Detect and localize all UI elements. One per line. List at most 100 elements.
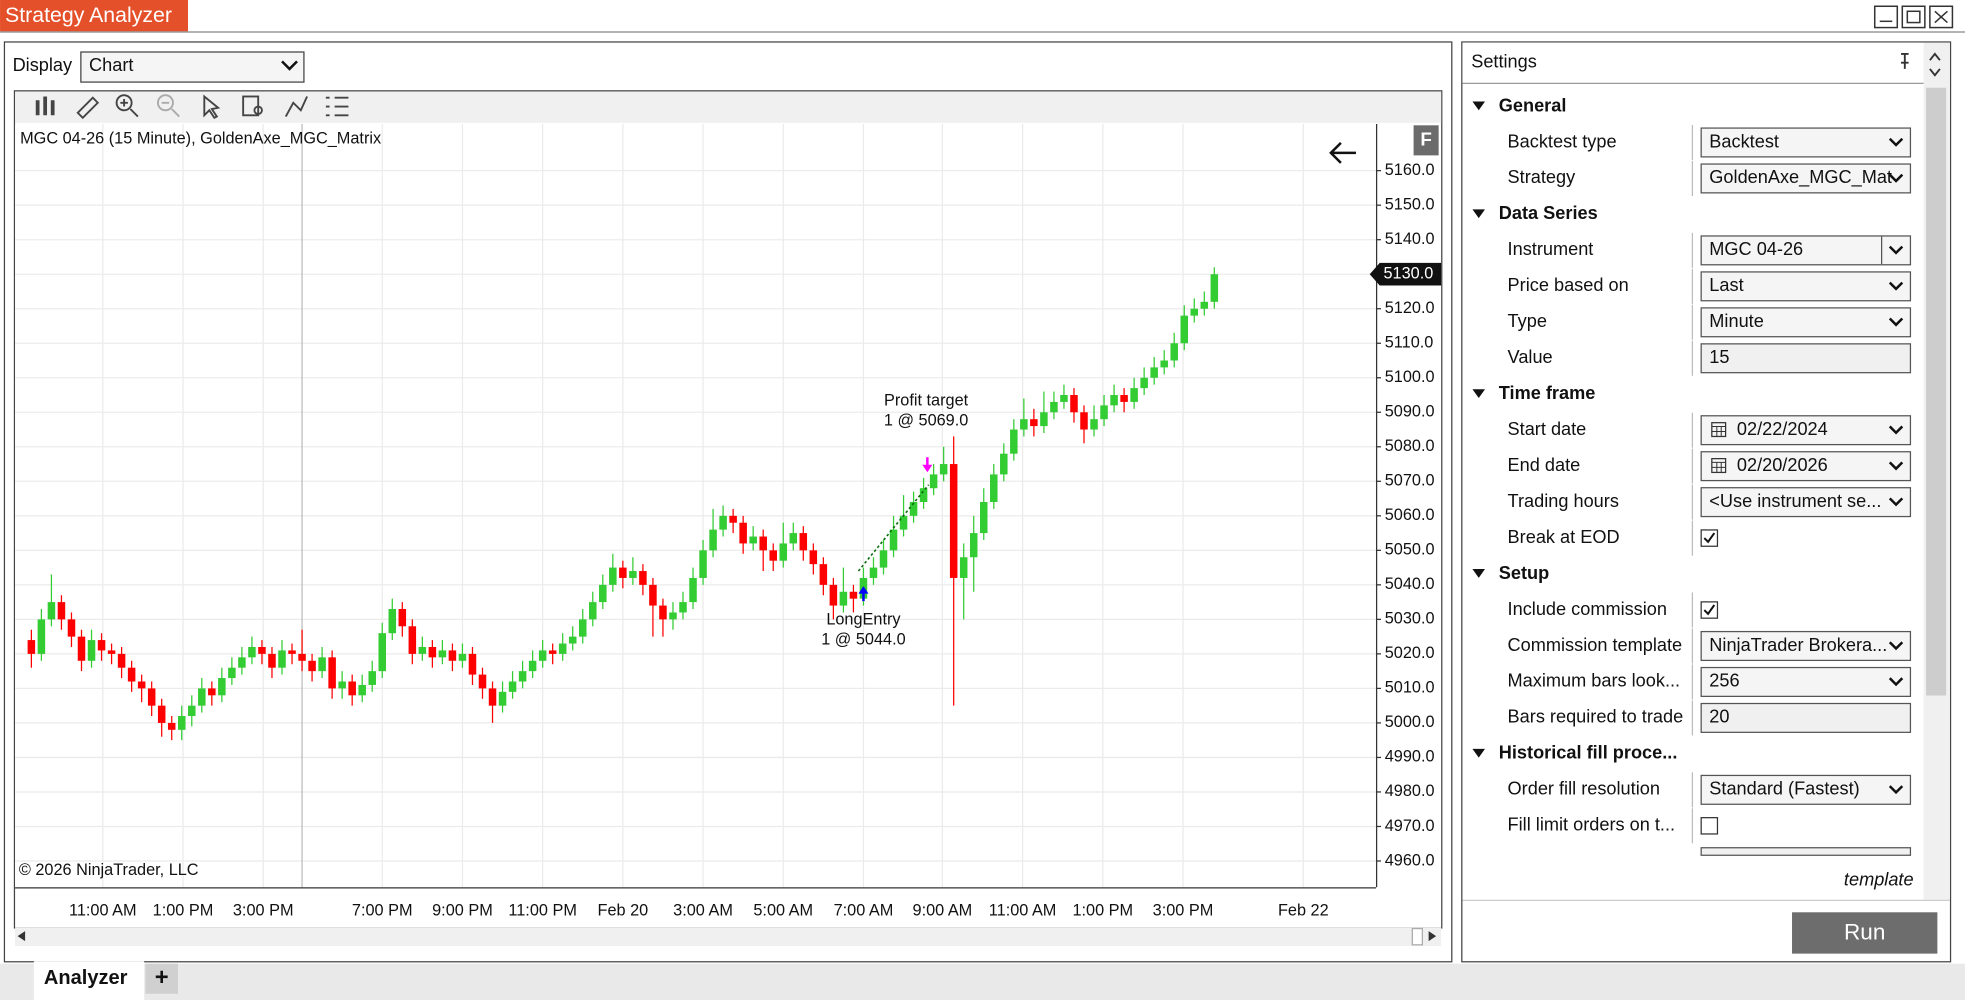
setting-label: Commission template (1508, 635, 1683, 655)
setting-input[interactable] (1700, 271, 1912, 302)
maximize[interactable] (1901, 5, 1926, 29)
candle-body (558, 643, 567, 654)
x-tick-label: 11:00 PM (508, 901, 576, 919)
setting-input[interactable] (1700, 630, 1912, 662)
section-toggle[interactable] (1472, 748, 1486, 758)
entry-arrow (858, 586, 869, 602)
candle-body (127, 667, 136, 682)
back-arrow[interactable] (1329, 141, 1356, 164)
candle-body (939, 464, 948, 475)
setting-label: Maximum bars look... (1508, 671, 1681, 691)
setting-input[interactable] (1700, 702, 1912, 733)
section-toggle[interactable] (1472, 209, 1486, 219)
x-tick-label: Feb 20 (597, 901, 648, 919)
candle-body (147, 688, 156, 706)
pointer-icon[interactable] (203, 94, 221, 120)
candle-body (799, 533, 808, 551)
setting-input[interactable] (1700, 307, 1912, 338)
setting-input[interactable] (1700, 451, 1912, 482)
candle-body (869, 567, 878, 578)
title-tab (0, 0, 189, 32)
setting-input[interactable] (1700, 235, 1912, 266)
setting-input[interactable] (1700, 487, 1912, 518)
run-button[interactable] (1792, 912, 1938, 954)
checkbox[interactable] (1700, 601, 1719, 619)
candle-body (488, 688, 497, 706)
candle-body (97, 640, 106, 651)
bars-icon[interactable] (35, 96, 55, 116)
x-tick-label: 7:00 PM (352, 901, 413, 919)
setting-value: Last (1709, 275, 1743, 295)
checkbox[interactable] (1700, 529, 1719, 547)
setting-value: 20 (1709, 707, 1729, 727)
section-toggle[interactable] (1472, 569, 1486, 578)
setting-input[interactable] (1700, 666, 1912, 697)
scroll-thumb[interactable] (1411, 927, 1423, 946)
calendar-icon (1711, 422, 1727, 438)
setting-input[interactable] (1700, 163, 1912, 194)
y-tick-label: 4980.0 (1385, 782, 1435, 800)
candle-body (428, 646, 437, 658)
setting-input[interactable] (1700, 415, 1912, 446)
setting-input[interactable] (1700, 127, 1912, 158)
candle-body (1210, 274, 1219, 302)
y-tick-label: 5140.0 (1385, 230, 1435, 248)
display-label: Display (13, 55, 73, 75)
candle-body (809, 550, 818, 565)
setting-label: Fill limit orders on t... (1508, 815, 1675, 835)
y-tick-label: 4960.0 (1385, 851, 1435, 869)
clipped-input (1700, 847, 1912, 856)
x-tick-label: 11:00 AM (69, 901, 137, 919)
trade-line (857, 484, 930, 572)
display-select[interactable] (80, 51, 305, 83)
zoom-in-icon[interactable] (115, 94, 133, 112)
candle-body (398, 609, 407, 627)
candle-body (1050, 401, 1058, 413)
template-link[interactable]: template (1844, 870, 1914, 890)
pencil-icon[interactable] (76, 96, 100, 120)
setting-label: Bars required to trade (1508, 707, 1684, 727)
window-title: Strategy Analyzer (5, 3, 172, 27)
setting-value: Backtest (1709, 131, 1779, 151)
setting-value: NinjaTrader Brokera... (1709, 635, 1887, 655)
analyzer-tab[interactable] (33, 961, 145, 1000)
candle-body (1060, 395, 1068, 402)
run-label: Run (1844, 920, 1885, 945)
candle-body (619, 567, 627, 578)
candle-body (47, 602, 56, 620)
setting-input[interactable] (1700, 774, 1912, 805)
pin-icon[interactable] (1901, 52, 1909, 69)
scrollbar[interactable] (15, 927, 1442, 947)
badge[interactable] (1413, 125, 1439, 156)
list-icon[interactable] (325, 96, 349, 117)
add-tab[interactable] (145, 963, 178, 994)
setting-value: <Use instrument se... (1709, 491, 1881, 511)
candle-body (198, 688, 206, 706)
candle-body (318, 657, 326, 672)
section-toggle[interactable] (1472, 389, 1486, 398)
candle-body (538, 650, 547, 661)
setting-input[interactable] (1700, 343, 1912, 374)
candle-body (729, 515, 737, 523)
plot-area: 11:00 AM 1:00 PM 3:00 PM 7:00 PM 9:00 PM 11:0… (15, 124, 1442, 919)
section-name: General (1499, 95, 1567, 115)
settings-scroll-thumb[interactable] (1926, 87, 1947, 696)
exit-name: Profit target (884, 391, 969, 409)
setting-label: Break at EOD (1508, 527, 1620, 547)
candle-body (508, 681, 517, 692)
minimize[interactable] (1873, 5, 1899, 29)
candle-body (1170, 343, 1178, 361)
close[interactable] (1929, 5, 1954, 29)
candle-body (117, 653, 126, 668)
scroll-arrows (1929, 52, 1941, 77)
badge-label: F (1420, 128, 1431, 149)
x-tick-label: 3:00 PM (1153, 901, 1214, 919)
candle-body (899, 515, 908, 530)
candle-body (518, 671, 527, 682)
candle-body (268, 653, 276, 668)
indicator-icon[interactable] (284, 96, 308, 117)
setting-value: MGC 04-26 (1709, 239, 1803, 259)
section-toggle[interactable] (1472, 101, 1486, 111)
zoom-out-icon[interactable] (156, 94, 174, 112)
checkbox[interactable] (1700, 817, 1719, 835)
